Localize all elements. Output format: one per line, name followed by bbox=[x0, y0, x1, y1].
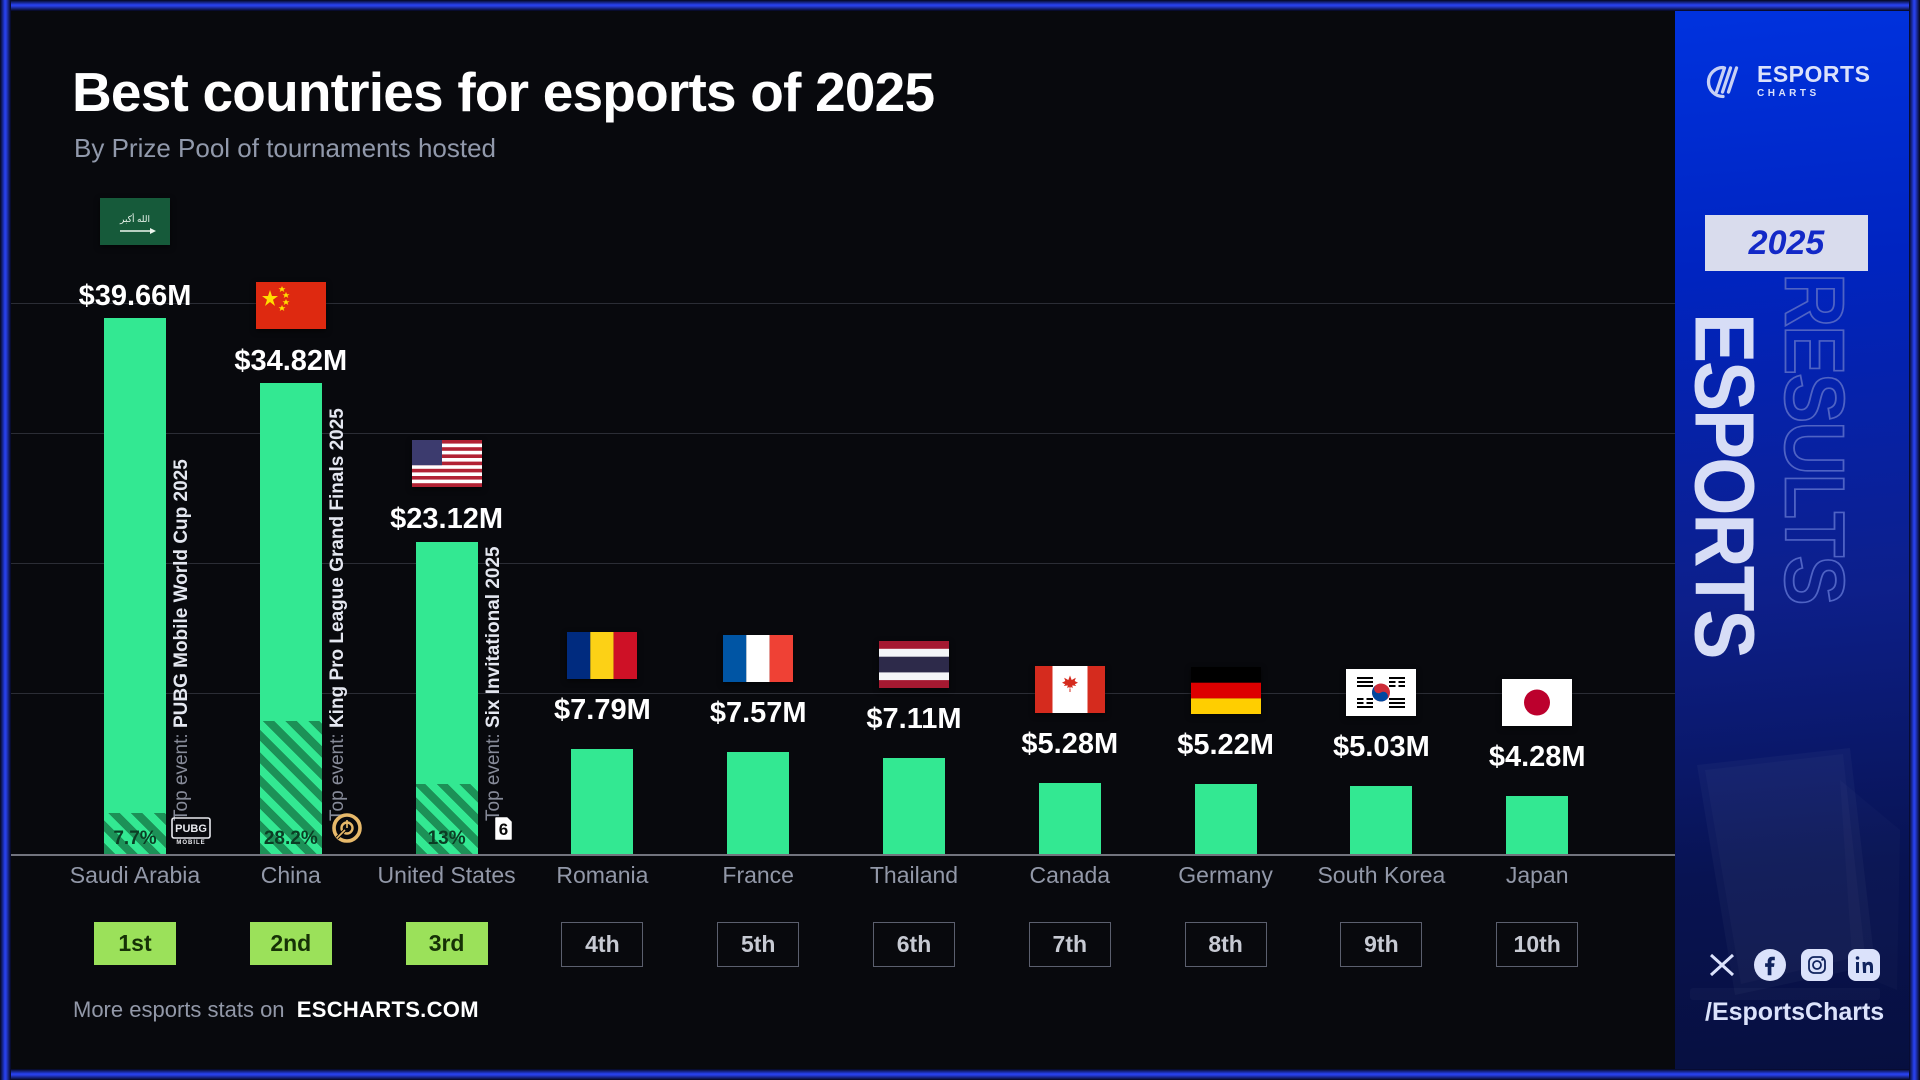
svg-text:PUBG: PUBG bbox=[175, 823, 207, 835]
svg-text:6: 6 bbox=[498, 820, 507, 839]
svg-text:الله أكبر: الله أكبر bbox=[119, 212, 150, 225]
svg-text:MOBILE: MOBILE bbox=[176, 840, 205, 846]
